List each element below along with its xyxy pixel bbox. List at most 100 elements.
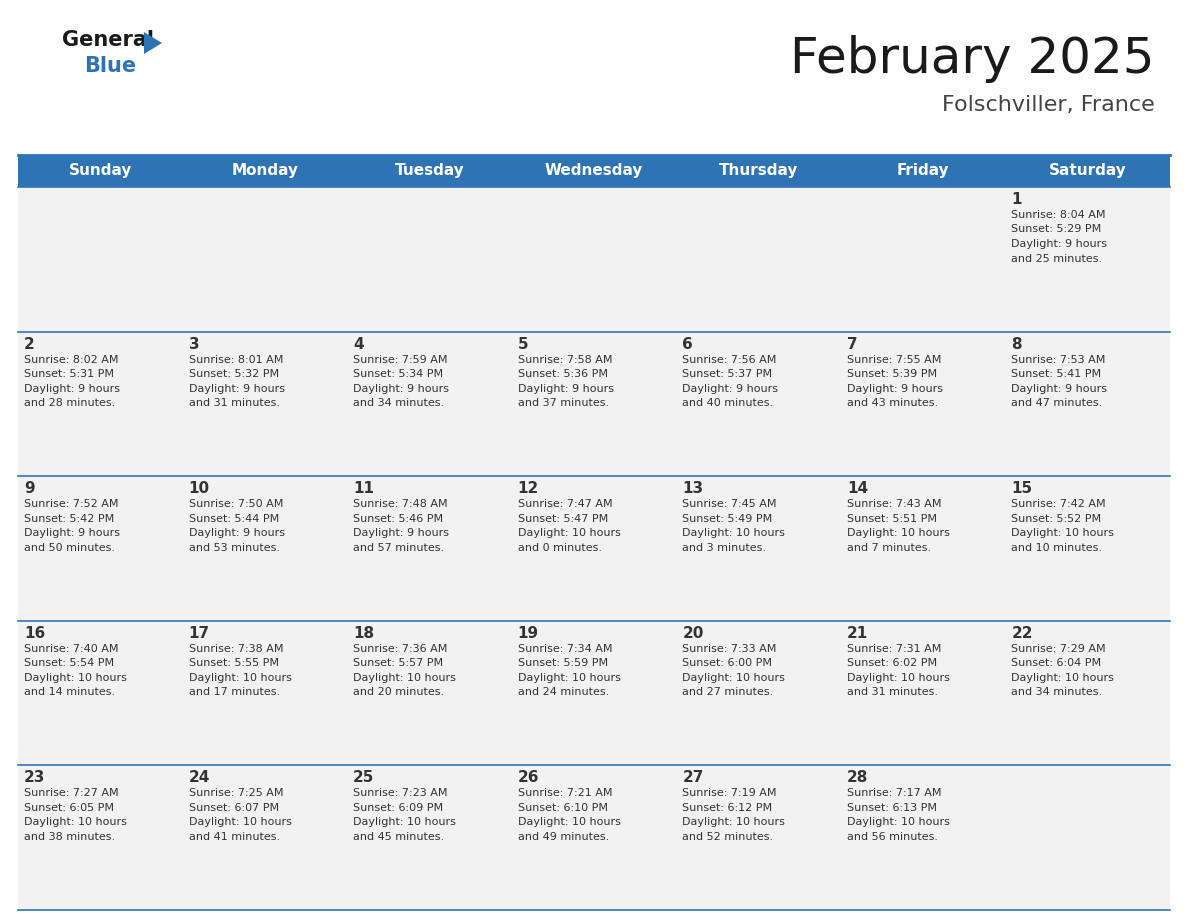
Text: 22: 22 xyxy=(1011,626,1032,641)
Text: Sunrise: 7:55 AM: Sunrise: 7:55 AM xyxy=(847,354,941,364)
Text: Sunset: 5:51 PM: Sunset: 5:51 PM xyxy=(847,514,937,523)
Text: Sunrise: 7:43 AM: Sunrise: 7:43 AM xyxy=(847,499,941,509)
Bar xyxy=(183,331,347,476)
Text: 28: 28 xyxy=(847,770,868,786)
Text: Saturday: Saturday xyxy=(1049,163,1126,178)
Text: Wednesday: Wednesday xyxy=(545,163,643,178)
Text: Sunrise: 7:58 AM: Sunrise: 7:58 AM xyxy=(518,354,612,364)
Text: 4: 4 xyxy=(353,337,364,352)
Text: Daylight: 9 hours: Daylight: 9 hours xyxy=(189,528,285,538)
Text: Daylight: 9 hours: Daylight: 9 hours xyxy=(353,528,449,538)
Text: Sunrise: 8:04 AM: Sunrise: 8:04 AM xyxy=(1011,210,1106,220)
Text: 23: 23 xyxy=(24,770,45,786)
Text: and 27 minutes.: and 27 minutes. xyxy=(682,688,773,698)
Bar xyxy=(18,155,1170,187)
Text: Sunset: 5:55 PM: Sunset: 5:55 PM xyxy=(189,658,278,668)
Bar xyxy=(841,476,1005,621)
Bar xyxy=(18,331,183,476)
Text: Daylight: 10 hours: Daylight: 10 hours xyxy=(518,528,620,538)
Text: Sunrise: 7:25 AM: Sunrise: 7:25 AM xyxy=(189,789,283,799)
Text: Daylight: 9 hours: Daylight: 9 hours xyxy=(24,528,120,538)
Text: Sunset: 5:54 PM: Sunset: 5:54 PM xyxy=(24,658,114,668)
Text: and 31 minutes.: and 31 minutes. xyxy=(847,688,937,698)
Text: Sunset: 5:37 PM: Sunset: 5:37 PM xyxy=(682,369,772,379)
Text: and 28 minutes.: and 28 minutes. xyxy=(24,398,115,409)
Text: Sunset: 5:49 PM: Sunset: 5:49 PM xyxy=(682,514,772,523)
Text: 12: 12 xyxy=(518,481,539,497)
Text: Sunrise: 7:45 AM: Sunrise: 7:45 AM xyxy=(682,499,777,509)
Bar xyxy=(676,476,841,621)
Text: 27: 27 xyxy=(682,770,703,786)
Text: and 53 minutes.: and 53 minutes. xyxy=(189,543,279,553)
Text: 1: 1 xyxy=(1011,192,1022,207)
Text: Sunrise: 8:01 AM: Sunrise: 8:01 AM xyxy=(189,354,283,364)
Bar xyxy=(347,766,512,910)
Text: Sunday: Sunday xyxy=(69,163,132,178)
Text: Daylight: 10 hours: Daylight: 10 hours xyxy=(1011,673,1114,683)
Text: 18: 18 xyxy=(353,626,374,641)
Text: and 57 minutes.: and 57 minutes. xyxy=(353,543,444,553)
Text: Sunrise: 7:47 AM: Sunrise: 7:47 AM xyxy=(518,499,612,509)
Text: 7: 7 xyxy=(847,337,858,352)
Text: 19: 19 xyxy=(518,626,539,641)
Text: Tuesday: Tuesday xyxy=(394,163,465,178)
Text: and 37 minutes.: and 37 minutes. xyxy=(518,398,608,409)
Text: Sunset: 5:29 PM: Sunset: 5:29 PM xyxy=(1011,225,1101,234)
Text: Daylight: 9 hours: Daylight: 9 hours xyxy=(24,384,120,394)
Text: and 34 minutes.: and 34 minutes. xyxy=(1011,688,1102,698)
Bar xyxy=(676,187,841,331)
Text: 5: 5 xyxy=(518,337,529,352)
Text: Daylight: 10 hours: Daylight: 10 hours xyxy=(24,673,127,683)
Text: 6: 6 xyxy=(682,337,693,352)
Bar xyxy=(18,766,183,910)
Text: and 56 minutes.: and 56 minutes. xyxy=(847,832,937,842)
Text: and 38 minutes.: and 38 minutes. xyxy=(24,832,115,842)
Text: Sunset: 5:57 PM: Sunset: 5:57 PM xyxy=(353,658,443,668)
Text: and 52 minutes.: and 52 minutes. xyxy=(682,832,773,842)
Bar xyxy=(183,476,347,621)
Text: Daylight: 10 hours: Daylight: 10 hours xyxy=(353,673,456,683)
Bar xyxy=(18,476,183,621)
Text: Blue: Blue xyxy=(84,56,137,76)
Text: 20: 20 xyxy=(682,626,703,641)
Text: and 10 minutes.: and 10 minutes. xyxy=(1011,543,1102,553)
Text: Sunset: 6:09 PM: Sunset: 6:09 PM xyxy=(353,803,443,813)
Bar xyxy=(512,187,676,331)
Text: 15: 15 xyxy=(1011,481,1032,497)
Text: 14: 14 xyxy=(847,481,868,497)
Bar xyxy=(676,766,841,910)
Text: Sunrise: 8:02 AM: Sunrise: 8:02 AM xyxy=(24,354,119,364)
Text: and 41 minutes.: and 41 minutes. xyxy=(189,832,279,842)
Text: 17: 17 xyxy=(189,626,210,641)
Text: 9: 9 xyxy=(24,481,34,497)
Bar xyxy=(512,476,676,621)
Text: and 31 minutes.: and 31 minutes. xyxy=(189,398,279,409)
Text: Friday: Friday xyxy=(897,163,949,178)
Bar xyxy=(841,331,1005,476)
Text: February 2025: February 2025 xyxy=(790,35,1155,83)
Text: Daylight: 10 hours: Daylight: 10 hours xyxy=(847,528,949,538)
Text: Daylight: 9 hours: Daylight: 9 hours xyxy=(1011,384,1107,394)
Bar xyxy=(676,331,841,476)
Text: Sunset: 6:07 PM: Sunset: 6:07 PM xyxy=(189,803,279,813)
Bar xyxy=(512,766,676,910)
Polygon shape xyxy=(144,32,162,54)
Text: Daylight: 10 hours: Daylight: 10 hours xyxy=(189,817,291,827)
Text: Daylight: 9 hours: Daylight: 9 hours xyxy=(1011,239,1107,249)
Text: 11: 11 xyxy=(353,481,374,497)
Text: General: General xyxy=(62,30,154,50)
Text: Daylight: 10 hours: Daylight: 10 hours xyxy=(518,817,620,827)
Text: Sunrise: 7:40 AM: Sunrise: 7:40 AM xyxy=(24,644,119,654)
Text: Sunset: 6:12 PM: Sunset: 6:12 PM xyxy=(682,803,772,813)
Text: 13: 13 xyxy=(682,481,703,497)
Text: Sunset: 5:31 PM: Sunset: 5:31 PM xyxy=(24,369,114,379)
Text: 3: 3 xyxy=(189,337,200,352)
Text: Sunset: 6:02 PM: Sunset: 6:02 PM xyxy=(847,658,937,668)
Text: 10: 10 xyxy=(189,481,210,497)
Text: Daylight: 9 hours: Daylight: 9 hours xyxy=(682,384,778,394)
Bar xyxy=(512,331,676,476)
Text: Sunrise: 7:31 AM: Sunrise: 7:31 AM xyxy=(847,644,941,654)
Text: Sunrise: 7:42 AM: Sunrise: 7:42 AM xyxy=(1011,499,1106,509)
Text: and 0 minutes.: and 0 minutes. xyxy=(518,543,601,553)
Bar xyxy=(347,621,512,766)
